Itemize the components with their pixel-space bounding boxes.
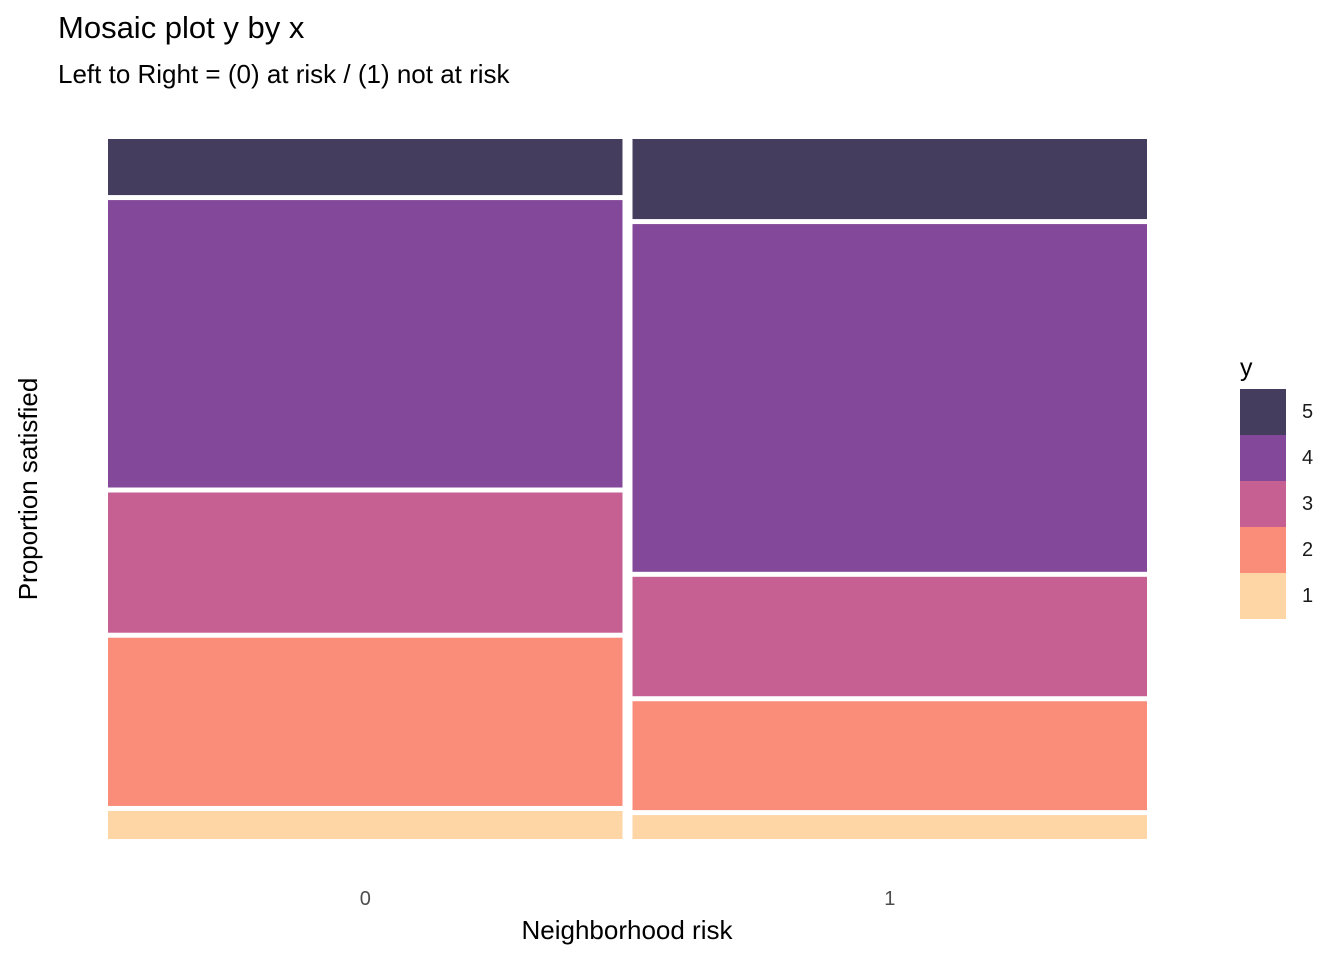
legend-key [1240, 573, 1286, 619]
legend-title: y [1240, 354, 1253, 382]
legend-key [1240, 527, 1286, 573]
mosaic-tile-x0-y2 [108, 637, 623, 806]
legend-key [1240, 435, 1286, 481]
legend-entries: 5 4 3 2 1 [1240, 389, 1313, 619]
legend-entry-4: 4 [1240, 435, 1313, 481]
legend-label: 4 [1302, 446, 1314, 469]
chart-title: Mosaic plot y by x [58, 10, 305, 45]
chart-subtitle: Left to Right = (0) at risk / (1) not at… [58, 59, 510, 89]
legend-label: 2 [1302, 538, 1314, 561]
legend-label: 3 [1302, 492, 1314, 515]
legend-label: 5 [1302, 400, 1314, 423]
legend-entry-1: 1 [1240, 573, 1313, 619]
x-tick-label: 0 [360, 888, 371, 910]
legend-entry-3: 3 [1240, 481, 1313, 527]
y-axis-label: Proportion satisfied [13, 378, 43, 601]
x-tick-label: 1 [884, 888, 895, 910]
legend-label: 1 [1302, 584, 1314, 607]
mosaic-tile-x1-y4 [632, 224, 1147, 572]
mosaic-tile-x1-y5 [632, 139, 1147, 220]
mosaic-tile-x0-y3 [108, 492, 623, 633]
mosaic-tile-x1-y2 [632, 701, 1147, 811]
mosaic-tiles [108, 139, 1147, 839]
mosaic-tile-x0-y4 [108, 200, 623, 488]
mosaic-tile-x1-y1 [632, 815, 1147, 839]
legend-key [1240, 481, 1286, 527]
legend-entry-2: 2 [1240, 527, 1313, 573]
legend-key [1240, 389, 1286, 435]
mosaic-tile-x0-y1 [108, 810, 623, 839]
legend-entry-5: 5 [1240, 389, 1313, 435]
legend: y 5 4 3 2 1 [1240, 354, 1313, 619]
mosaic-tile-x1-y3 [632, 576, 1147, 697]
x-axis-label: Neighborhood risk [521, 915, 733, 945]
mosaic-tile-x0-y5 [108, 139, 623, 196]
